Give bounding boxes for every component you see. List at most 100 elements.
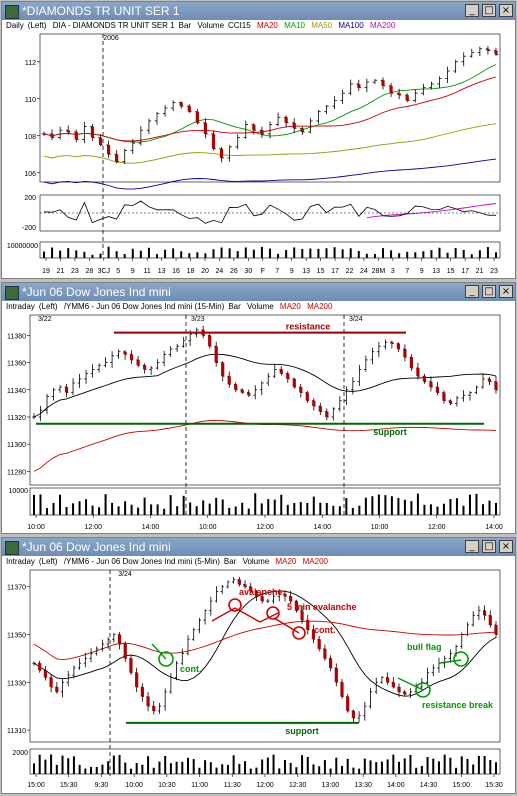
- minimize-button[interactable]: _: [465, 540, 479, 553]
- down-body: [98, 137, 103, 145]
- down-body: [346, 696, 350, 711]
- down-body: [391, 682, 395, 688]
- plot-frame: [29, 569, 501, 743]
- x-tick-label: 14:00: [142, 524, 160, 531]
- down-body: [243, 584, 247, 587]
- down-body: [334, 667, 338, 683]
- avalanche-label: avalanche: [239, 587, 283, 597]
- x-tick-label: 11:30: [224, 782, 241, 789]
- window-title: *Jun 06 Dow Jones Ind mini: [22, 540, 171, 554]
- ma100-line: [43, 158, 497, 190]
- down-body: [43, 670, 48, 678]
- window-ym-5min[interactable]: *Jun 06 Dow Jones Ind mini _ □ × Intrada…: [1, 537, 516, 794]
- x-tick-label: 21: [57, 268, 65, 275]
- down-body: [135, 672, 139, 688]
- x-tick-label: 15:00: [27, 782, 45, 789]
- down-body: [328, 658, 333, 668]
- y-tick-label: 106: [24, 171, 36, 178]
- x-tick-label: 12:30: [289, 782, 307, 789]
- x-tick-label: 14:00: [313, 524, 331, 531]
- resistance-break-label: resistance break: [422, 700, 494, 710]
- bull-flag-label: bull flag: [407, 642, 442, 652]
- down-body: [318, 406, 322, 412]
- down-body: [442, 392, 446, 401]
- x-tick-label: 12:00: [428, 524, 446, 531]
- y-tick-label: 11370: [7, 585, 26, 592]
- cont-red-circle: [292, 626, 306, 640]
- x-tick-label: 23: [71, 268, 79, 275]
- down-body: [283, 593, 287, 597]
- close-button[interactable]: ×: [499, 4, 513, 17]
- maximize-button[interactable]: □: [482, 285, 496, 298]
- window-title: *Jun 06 Dow Jones Ind mini: [22, 285, 171, 299]
- x-tick-label: 7: [405, 268, 409, 275]
- down-body: [405, 95, 409, 101]
- down-body: [286, 373, 290, 379]
- y-tick-label: 11320: [7, 415, 26, 422]
- down-body: [211, 133, 216, 149]
- down-body: [130, 354, 134, 360]
- x-tick-label: 22: [346, 268, 354, 275]
- x-tick-label: 3CJ: [98, 268, 110, 275]
- down-body: [312, 400, 316, 407]
- down-body: [494, 624, 498, 635]
- window-title: *DIAMONDS TR UNIT SER 1: [22, 4, 180, 18]
- down-body: [351, 710, 356, 719]
- window-icon: [5, 286, 19, 300]
- y-tick-label: 108: [24, 134, 36, 141]
- down-body: [403, 349, 407, 358]
- down-body: [214, 346, 218, 363]
- down-body: [416, 368, 420, 377]
- down-body: [409, 357, 414, 369]
- y-tick-label: 11310: [7, 728, 26, 735]
- volume-scale-label: 2000: [12, 750, 28, 757]
- x-tick-label: 17: [331, 268, 339, 275]
- minimize-button[interactable]: _: [465, 285, 479, 298]
- avalanche5-label: 5 min avalanche: [287, 602, 357, 612]
- down-body: [482, 610, 487, 616]
- down-body: [397, 687, 401, 692]
- title-bar[interactable]: *DIAMONDS TR UNIT SER 1 _ □ ×: [2, 2, 515, 20]
- down-body: [208, 335, 212, 347]
- down-body: [396, 343, 400, 349]
- dia-chart: 112 110 108 106 2006 200 -200 10000000 19 21 23 28 3…: [7, 33, 501, 275]
- y-tick-label: 11340: [7, 388, 26, 395]
- y-tick-label: 11360: [7, 361, 26, 368]
- down-body: [325, 411, 329, 417]
- down-body: [146, 696, 150, 707]
- support-label: support: [285, 726, 319, 736]
- minimize-button[interactable]: _: [465, 4, 479, 17]
- title-bar[interactable]: *Jun 06 Dow Jones Ind mini _ □ ×: [2, 283, 515, 301]
- maximize-button[interactable]: □: [482, 540, 496, 553]
- volume-frame: [29, 748, 501, 775]
- date-label: 3/22: [38, 316, 52, 323]
- y-tick-label: 11300: [7, 442, 26, 449]
- down-body: [195, 111, 199, 123]
- down-body: [66, 130, 70, 133]
- window-diamonds[interactable]: *DIAMONDS TR UNIT SER 1 _ □ × Daily (Left…: [1, 1, 516, 279]
- window-ym-15min[interactable]: *Jun 06 Dow Jones Ind mini _ □ × Intrada…: [1, 282, 516, 534]
- down-body: [260, 130, 264, 134]
- cont-red-label: cont.: [314, 625, 336, 635]
- cont-red-line: [273, 617, 300, 634]
- down-body: [254, 591, 259, 597]
- x-tick-label: 28M: [372, 268, 386, 275]
- x-tick-label: 5: [116, 268, 120, 275]
- x-tick-label: 14:00: [485, 524, 503, 531]
- ma20-line: [33, 590, 497, 697]
- down-body: [152, 706, 156, 711]
- x-tick-label: 17: [461, 268, 469, 275]
- title-bar[interactable]: *Jun 06 Dow Jones Ind mini _ □ ×: [2, 538, 515, 556]
- x-tick-label: 13: [158, 268, 166, 275]
- close-button[interactable]: ×: [499, 285, 513, 298]
- maximize-button[interactable]: □: [482, 4, 496, 17]
- close-button[interactable]: ×: [499, 540, 513, 553]
- down-body: [50, 133, 54, 138]
- down-body: [129, 658, 133, 673]
- down-body: [115, 154, 119, 162]
- down-body: [106, 145, 111, 155]
- x-tick-label: 13: [302, 268, 310, 275]
- x-tick-label: 23: [490, 268, 498, 275]
- x-tick-label: 16: [172, 268, 180, 275]
- y-tick-label: 11380: [7, 333, 26, 340]
